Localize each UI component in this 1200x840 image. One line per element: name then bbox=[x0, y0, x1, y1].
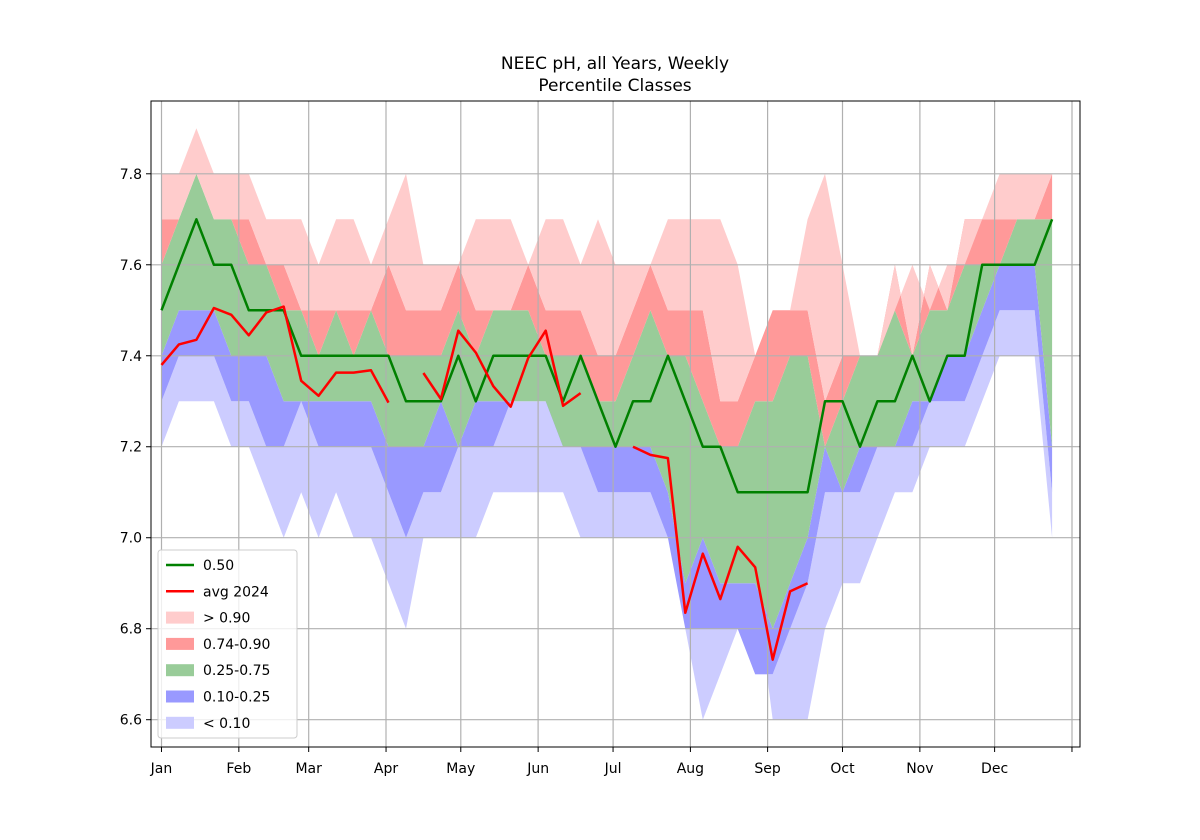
x-tick-label: Apr bbox=[374, 761, 398, 777]
x-tick-label: Nov bbox=[906, 761, 933, 777]
legend-label: 0.25-0.75 bbox=[203, 663, 270, 679]
series-median-line bbox=[160, 218, 1054, 494]
legend-label: > 0.90 bbox=[203, 611, 250, 627]
legend: 0.50 avg 2024 > 0.90 0.74-0.90 0.25-0.75 0.10… bbox=[157, 549, 298, 739]
y-tick-label: 7.6 bbox=[120, 258, 142, 274]
series-avg-2024-segment bbox=[422, 329, 582, 408]
y-tick-label: 7.0 bbox=[120, 531, 142, 547]
series-avg-2024-segment bbox=[632, 445, 809, 661]
y-tick-label: 6.8 bbox=[120, 622, 142, 638]
legend-swatch-patch bbox=[166, 637, 194, 650]
y-tick-label: 6.6 bbox=[120, 713, 142, 729]
legend-swatch-patch bbox=[166, 716, 194, 729]
band-below-10 bbox=[161, 310, 1053, 720]
band-10-25 bbox=[161, 264, 1053, 675]
legend-label: 0.50 bbox=[203, 558, 234, 574]
series-avg-2024-segment bbox=[160, 305, 390, 404]
x-tick-label: Jan bbox=[150, 761, 173, 777]
x-tick-label: Dec bbox=[981, 761, 1008, 777]
legend-label: < 0.10 bbox=[203, 716, 250, 732]
legend-swatch-patch bbox=[166, 690, 194, 703]
chart-subtitle: Percentile Classes bbox=[538, 76, 691, 96]
x-tick-label: Aug bbox=[677, 761, 704, 777]
band-25-75 bbox=[161, 173, 1053, 629]
legend-label: avg 2024 bbox=[203, 584, 269, 600]
y-tick-label: 7.8 bbox=[120, 167, 142, 183]
legend-swatch-patch bbox=[166, 611, 194, 624]
chart-title: NEEC pH, all Years, Weekly bbox=[501, 54, 729, 74]
x-tick-label: Jun bbox=[526, 761, 549, 777]
y-tick-label: 7.4 bbox=[120, 349, 142, 365]
x-tick-label: Sep bbox=[754, 761, 781, 777]
x-tick-label: Jul bbox=[604, 761, 622, 777]
x-tick-label: Oct bbox=[830, 761, 855, 777]
x-tick-label: Mar bbox=[295, 761, 322, 777]
band-74-90 bbox=[161, 173, 1053, 447]
axis-ticks: Jan Feb Mar Apr May Jun Jul Aug Sep Oct Nov Dec 6.6 6… bbox=[120, 167, 1073, 777]
legend-label: 0.10-0.25 bbox=[203, 690, 270, 706]
series-lines bbox=[160, 218, 1054, 661]
y-tick-label: 7.2 bbox=[120, 440, 142, 456]
legend-label: 0.74-0.90 bbox=[203, 637, 270, 653]
x-tick-label: May bbox=[446, 761, 475, 777]
legend-swatch-patch bbox=[166, 664, 194, 677]
x-tick-label: Feb bbox=[226, 761, 251, 777]
plot-frame bbox=[150, 100, 1081, 748]
